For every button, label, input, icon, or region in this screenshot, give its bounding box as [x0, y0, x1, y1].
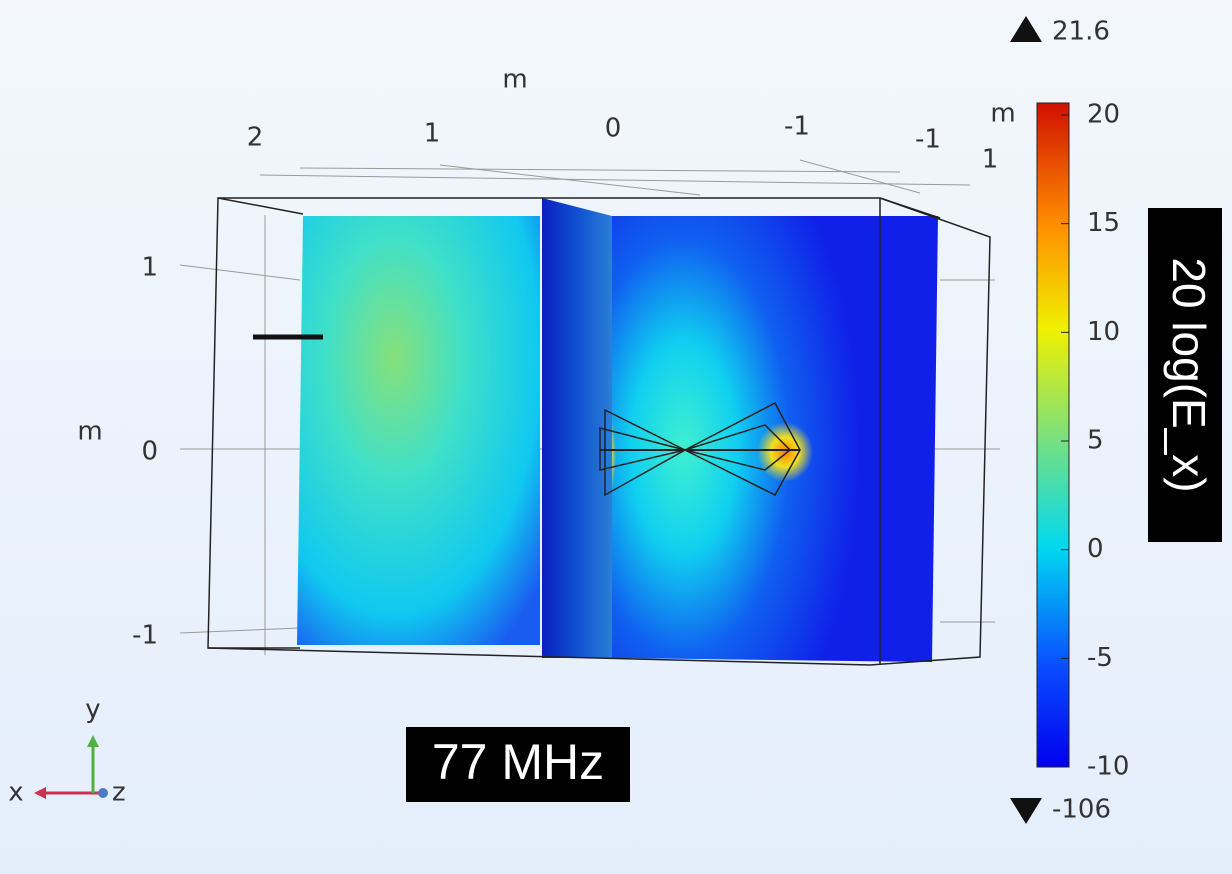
annotation: 77 MHz	[432, 734, 604, 790]
color-bar-tick-label: 15	[1087, 208, 1120, 238]
triad-z: z	[112, 778, 126, 808]
frequency-annotation: 77 MHz	[406, 727, 630, 802]
x-tick-label: -1	[915, 125, 941, 155]
axis-labels: m 2 1 0 -1 -1 1 m m 1 0 -1	[77, 65, 1015, 651]
x-tick-label: -1	[784, 112, 810, 142]
x-tick-label: 2	[247, 123, 264, 153]
x-unit: m	[502, 65, 527, 95]
z-unit: m	[990, 99, 1015, 129]
color-bar-tick-label: -5	[1087, 643, 1113, 673]
axis-triad: y x z	[8, 695, 125, 808]
min-marker	[1010, 798, 1042, 824]
triad-x: x	[8, 778, 23, 808]
color-bar-title: 20 log(E_x)	[1163, 257, 1215, 492]
annotation-background	[406, 727, 630, 802]
max-marker	[1010, 16, 1042, 42]
color-bar	[1036, 102, 1070, 768]
z-tick-label: 1	[982, 145, 999, 175]
max-label: 21.6	[1052, 17, 1110, 47]
color-bar-tick-label: 0	[1087, 534, 1104, 564]
x-tick-label: 0	[605, 114, 622, 144]
color-bar-tick-label: 20	[1087, 100, 1120, 130]
min-label: -106	[1052, 795, 1111, 825]
field-plot	[179, 159, 1000, 666]
color-bar-tick-label: 10	[1087, 317, 1120, 347]
y-tick-label: -1	[132, 621, 158, 651]
color-bar-tick-label: -10	[1087, 752, 1129, 782]
color-legend: 21.6 20 15 10 5 0 -5 -10 -106 20 log(E_x)	[1010, 16, 1222, 825]
y-tick-label: 0	[141, 437, 158, 467]
x-tick-label: 1	[424, 119, 441, 149]
color-bar-tick-label: 5	[1087, 426, 1104, 456]
title-background	[1148, 208, 1222, 542]
y-tick-label: 1	[141, 253, 158, 283]
triad-y: y	[85, 695, 100, 725]
y-unit: m	[77, 417, 102, 447]
